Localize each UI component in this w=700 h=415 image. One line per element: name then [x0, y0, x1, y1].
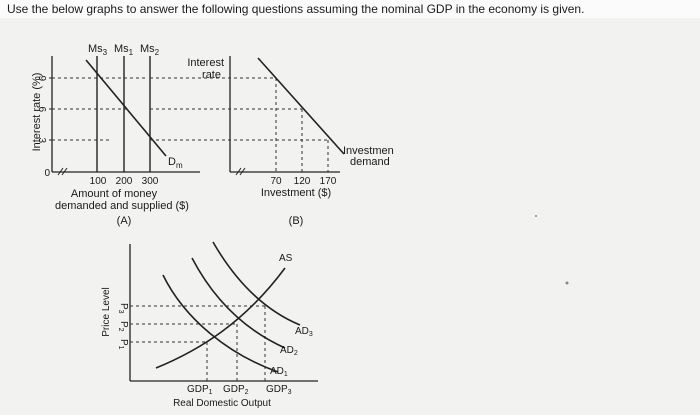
graph-a-x-tick-100: 100 — [90, 176, 107, 187]
p1-label: P1 — [117, 339, 129, 350]
graph-a-x-label-line1: Amount of money — [71, 188, 158, 200]
gdp2-label: GDP2 — [223, 384, 249, 396]
graph-a-y-tick-9: 9 — [36, 75, 47, 81]
ms2-label: Ms2 — [140, 43, 160, 57]
gdp3-label: GDP3 — [266, 384, 292, 396]
as-label: AS — [279, 253, 293, 264]
p2-label: P2 — [117, 321, 129, 332]
ad1-label: AD1 — [270, 366, 288, 378]
graph-a-x-tick-300: 300 — [142, 176, 159, 187]
graph-b-x-tick-70: 70 — [270, 176, 282, 187]
graph-b-axis-break — [235, 167, 246, 176]
stray-mark — [535, 215, 537, 217]
graph-a-y-tick-3: 3 — [36, 137, 47, 143]
question-text: Use the below graphs to answer the follo… — [0, 0, 700, 18]
graph-a-x-label-line2: demanded and supplied ($) — [55, 200, 189, 212]
graph-b-panel-label: (B) — [289, 215, 304, 227]
graph-c-y-axis-label: Price Level — [101, 287, 112, 336]
investment-demand-curve — [257, 57, 345, 155]
ms1-label: Ms1 — [114, 43, 134, 57]
economics-graphs-figure: Interest rate (%) 9 6 3 0 Ms3 Ms1 Ms2 Dm… — [31, 43, 569, 409]
money-demand-label: Dm — [168, 156, 183, 170]
ms3-label: Ms3 — [88, 43, 108, 57]
graph-b-y-label-line2: rate — [202, 69, 221, 81]
graph-a-x-tick-200: 200 — [116, 176, 133, 187]
graph-b-x-label: Investment ($) — [261, 187, 331, 199]
aggregate-supply-curve — [155, 267, 286, 369]
stray-mark — [565, 281, 569, 285]
gdp1-label: GDP1 — [187, 384, 213, 396]
investment-demand-label-line1: Investmen — [343, 145, 394, 157]
investment-demand-label-line2: demand — [350, 156, 390, 168]
ad2-label: AD2 — [280, 345, 298, 357]
aggregate-demand-ad1-curve — [162, 274, 279, 373]
p3-label: P3 — [117, 303, 129, 314]
money-demand-curve — [85, 59, 167, 157]
graph-b-y-label-line1: Interest — [187, 57, 224, 69]
graph-c-x-label: Real Domestic Output — [173, 398, 271, 409]
investment-demand-graph: Interest rate Investmen demand 70 120 17… — [150, 56, 394, 227]
aggregate-demand-ad2-curve — [191, 257, 286, 349]
graph-a-axis-break — [57, 167, 68, 176]
money-market-graph: Interest rate (%) 9 6 3 0 Ms3 Ms1 Ms2 Dm… — [31, 43, 200, 227]
graph-a-y-tick-6: 6 — [36, 106, 47, 112]
aggregate-demand-supply-graph: Price Level P3 P2 P1 AS AD3 AD2 AD1 GDP1… — [101, 241, 318, 409]
graph-a-y-tick-0: 0 — [44, 168, 50, 179]
graph-b-x-tick-170: 170 — [320, 176, 337, 187]
graph-a-y-axis-label: Interest rate (%) — [31, 73, 43, 152]
ad3-label: AD3 — [295, 326, 313, 338]
aggregate-demand-ad3-curve — [212, 241, 301, 326]
graph-a-panel-label: (A) — [117, 215, 132, 227]
graph-b-x-tick-120: 120 — [294, 176, 311, 187]
